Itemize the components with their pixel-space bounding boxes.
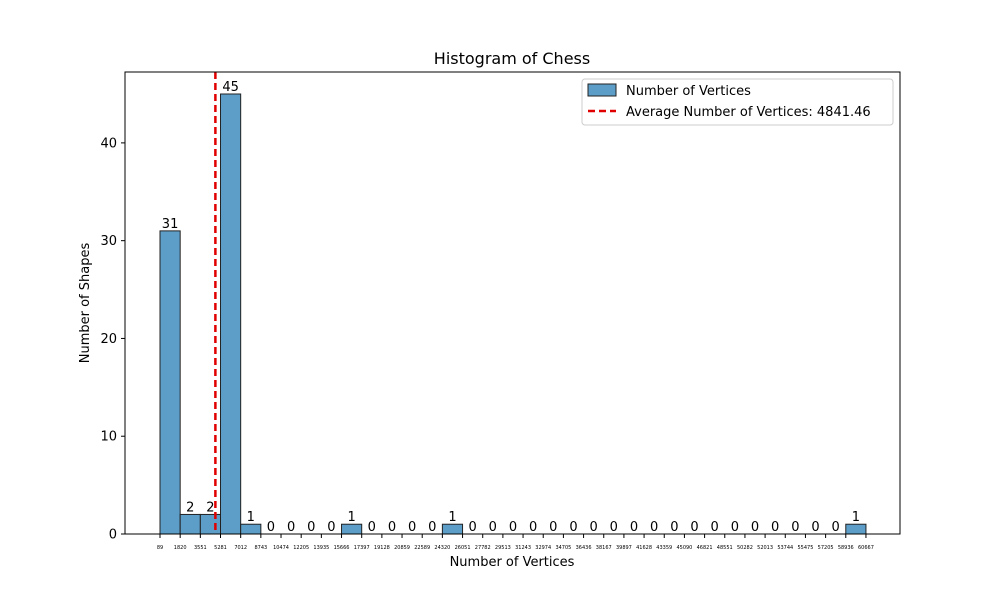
x-tick-label: 26051 [455, 545, 471, 551]
bar-value-label: 0 [630, 520, 638, 535]
bar-value-label: 0 [428, 520, 436, 535]
x-tick-label: 5281 [214, 545, 227, 551]
bar-value-label: 0 [569, 520, 577, 535]
bar-value-label: 1 [448, 510, 456, 525]
x-tick-label: 22589 [414, 545, 430, 551]
x-tick-label: 29513 [495, 545, 511, 551]
bar-value-label: 45 [222, 80, 239, 95]
x-tick-label: 43359 [656, 545, 672, 551]
x-tick-label: 24320 [434, 545, 450, 551]
x-tick-label: 10474 [273, 545, 289, 551]
y-tick-label: 0 [109, 528, 117, 543]
legend-swatch-bars [587, 83, 617, 97]
y-tick-label: 20 [100, 332, 117, 347]
histogram-bar [441, 523, 464, 535]
bar-value-label: 0 [408, 520, 416, 535]
bar-value-label: 0 [711, 520, 719, 535]
bar-value-label: 0 [771, 520, 779, 535]
x-tick-label: 27782 [475, 545, 491, 551]
x-tick-label: 46821 [697, 545, 713, 551]
histogram-bar [220, 93, 242, 535]
histogram-bar [845, 523, 867, 535]
x-tick-label: 48551 [717, 545, 733, 551]
x-tick-label: 32974 [535, 545, 551, 551]
bar-value-label: 1 [247, 510, 255, 525]
bar-value-label: 0 [811, 520, 819, 535]
x-tick-label: 89 [157, 545, 163, 551]
histogram-bar [159, 230, 181, 535]
y-tick-label: 30 [100, 234, 117, 249]
y-ticks-group: 0 10 20 30 40 [100, 136, 125, 543]
histogram-bar [199, 513, 222, 535]
bar-value-label: 0 [529, 520, 537, 535]
histogram-bar [179, 513, 201, 535]
x-tick-label: 20859 [394, 545, 410, 551]
x-tick-label: 41628 [636, 545, 652, 551]
x-tick-label: 34705 [555, 545, 571, 551]
chart-title: Histogram of Chess [434, 49, 590, 68]
bar-value-label: 0 [327, 520, 335, 535]
bar-value-label: 0 [509, 520, 517, 535]
histogram-bar [240, 523, 262, 535]
bar-value-label: 0 [489, 520, 497, 535]
bar-value-label: 0 [690, 520, 698, 535]
x-tick-label: 13935 [313, 545, 329, 551]
bar-value-label: 0 [549, 520, 557, 535]
legend-label-bars: Number of Vertices [626, 84, 751, 99]
legend: Number of Vertices Average Number of Ver… [581, 78, 894, 126]
bar-value-label: 0 [590, 520, 598, 535]
y-tick-label: 40 [100, 136, 117, 151]
x-tick-label: 7012 [234, 545, 247, 551]
x-tick-label: 55475 [797, 545, 813, 551]
bar-value-label: 0 [610, 520, 618, 535]
bar-value-label: 0 [368, 520, 376, 535]
bar-value-label: 0 [388, 520, 396, 535]
bar-value-label: 0 [650, 520, 658, 535]
bars-group [159, 93, 867, 535]
x-tick-label: 36436 [576, 545, 592, 551]
x-tick-label: 60667 [858, 545, 874, 551]
x-tick-label: 15666 [334, 545, 350, 551]
bar-value-label: 0 [791, 520, 799, 535]
x-tick-label: 39897 [616, 545, 632, 551]
x-tick-label: 1820 [174, 545, 187, 551]
x-tick-label: 50282 [737, 545, 753, 551]
x-ticks-group: 89 1820 3551 5281 7012 8743 10474 12205 13935 156… [157, 534, 874, 551]
x-tick-label: 53744 [777, 545, 793, 551]
y-tick-label: 10 [100, 430, 117, 445]
y-axis-label: Number of Shapes [78, 243, 93, 364]
bar-value-label: 0 [751, 520, 759, 535]
bar-value-label: 0 [832, 520, 840, 535]
bar-value-label: 0 [468, 520, 476, 535]
bar-value-label: 0 [267, 520, 275, 535]
x-tick-label: 19128 [374, 545, 390, 551]
bar-value-label: 0 [287, 520, 295, 535]
bar-value-label: 0 [731, 520, 739, 535]
bar-value-label: 0 [307, 520, 315, 535]
x-tick-label: 8743 [254, 545, 267, 551]
bar-value-label: 1 [852, 510, 860, 525]
legend-label-average: Average Number of Vertices: 4841.46 [626, 105, 871, 120]
x-tick-label: 57205 [818, 545, 834, 551]
bar-value-label: 1 [347, 510, 355, 525]
x-tick-label: 17397 [354, 545, 370, 551]
x-axis-label: Number of Vertices [450, 555, 575, 570]
x-tick-label: 38167 [596, 545, 612, 551]
plot-frame [124, 71, 901, 535]
x-tick-label: 3551 [194, 545, 207, 551]
bar-value-label: 0 [670, 520, 678, 535]
x-tick-label: 45090 [676, 545, 692, 551]
x-tick-label: 58936 [838, 545, 854, 551]
bar-value-label: 2 [206, 500, 214, 515]
bar-value-label: 2 [186, 500, 194, 515]
bar-value-label: 31 [162, 217, 179, 232]
histogram-bar [341, 523, 363, 535]
x-tick-label: 31243 [515, 545, 531, 551]
legend-box [581, 78, 894, 126]
x-tick-label: 52013 [757, 545, 773, 551]
x-tick-label: 12205 [293, 545, 309, 551]
